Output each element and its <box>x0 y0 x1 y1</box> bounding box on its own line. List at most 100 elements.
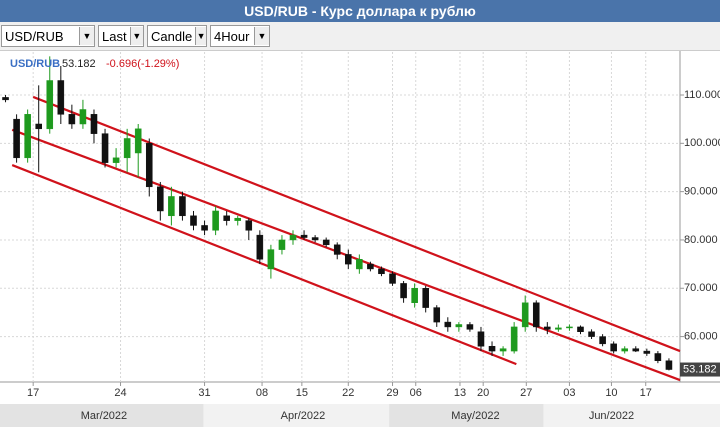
candle-body <box>267 249 275 270</box>
y-tick-label: 60.000 <box>684 330 718 342</box>
candle-body <box>123 138 131 159</box>
candle-body <box>378 268 385 275</box>
candle-body <box>488 345 496 352</box>
x-tick-label: 24 <box>114 387 126 399</box>
title-bar: USD/RUB - Курс доллара к рублю <box>0 0 720 22</box>
candle-body <box>654 353 662 361</box>
x-tick-label: 13 <box>454 387 466 399</box>
toolbar: USD/RUB ▼ Last ▼ Candle ▼ 4Hour ▼ <box>0 22 720 51</box>
candle-body <box>621 348 629 352</box>
title: USD/RUB - Курс доллара к рублю <box>244 3 476 19</box>
candle-body <box>234 217 242 221</box>
dropdown-text: 4Hour <box>214 28 250 44</box>
month-label: Mar/2022 <box>81 410 127 422</box>
x-tick-label: 29 <box>386 387 398 399</box>
y-tick-label: 70.000 <box>684 282 718 294</box>
candle-body <box>532 302 540 328</box>
candle-body <box>422 288 429 308</box>
month-shade <box>543 404 720 427</box>
interval-dropdown[interactable]: 4Hour ▼ <box>210 25 270 47</box>
chart-bg <box>0 51 720 427</box>
x-tick-label: 15 <box>296 387 308 399</box>
candle-body <box>367 263 374 270</box>
candle-body <box>245 220 253 231</box>
candle-body <box>101 133 109 163</box>
candle-body <box>300 234 308 238</box>
candle-body <box>356 259 363 270</box>
candle-body <box>577 326 584 333</box>
x-tick-label: 27 <box>520 387 532 399</box>
candle-body <box>400 283 407 299</box>
month-label: May/2022 <box>451 410 499 422</box>
chart: USD/RUB 53.182 -0.696(-1.29%) 60.000 70.0… <box>0 51 720 427</box>
symbol-dropdown[interactable]: USD/RUB ▼ <box>1 25 95 47</box>
candle-body <box>665 360 673 370</box>
y-tick-label: 100.000 <box>684 137 720 149</box>
candle-body <box>510 326 518 352</box>
candle-body <box>168 196 175 217</box>
x-tick-label: 31 <box>198 387 210 399</box>
candle-body <box>610 343 617 352</box>
candle-body <box>643 350 651 354</box>
price-change: -0.696(-1.29%) <box>106 58 179 70</box>
candle-body <box>455 324 463 328</box>
candle-body <box>322 239 330 246</box>
y-tick-label: 90.000 <box>684 186 718 198</box>
month-label: Apr/2022 <box>281 410 326 422</box>
candle-body <box>521 302 529 328</box>
candle-body <box>256 234 264 260</box>
candle-body <box>599 336 606 345</box>
candle-body <box>311 237 319 241</box>
candle-body <box>46 80 54 130</box>
candle-body <box>566 326 573 329</box>
month-label: Jun/2022 <box>589 410 634 422</box>
candle-body <box>223 215 230 221</box>
candle-body <box>79 109 87 125</box>
candle-body <box>2 97 9 101</box>
candle-body <box>555 327 562 330</box>
last-price-box <box>680 362 720 377</box>
candle-body <box>134 128 142 154</box>
candle-body <box>289 234 297 241</box>
x-tick-label: 03 <box>563 387 575 399</box>
candle-body <box>544 326 551 330</box>
price-dropdown[interactable]: Last ▼ <box>98 25 144 47</box>
dropdown-text: Last <box>102 28 127 44</box>
dropdown-text: Candle <box>151 28 193 44</box>
candle-body <box>444 321 452 328</box>
candle-body <box>68 114 76 125</box>
candle-body <box>499 348 507 352</box>
symbol-label: USD/RUB <box>10 58 60 70</box>
candle-body <box>411 288 418 304</box>
type-dropdown[interactable]: Candle ▼ <box>147 25 207 47</box>
last-price: 53.182 <box>62 58 96 70</box>
channel-line <box>11 164 517 366</box>
x-tick-label: 08 <box>256 387 268 399</box>
candle-body <box>90 114 98 134</box>
candle-body <box>145 143 153 188</box>
dropdown-text: USD/RUB <box>5 28 64 44</box>
last-price-label: 53.182 <box>683 363 717 375</box>
candle-body <box>466 324 474 330</box>
candle-body <box>201 225 208 231</box>
candle-body <box>35 123 42 130</box>
x-tick-label: 06 <box>410 387 422 399</box>
candle-body <box>389 273 396 284</box>
candle-body <box>24 114 31 159</box>
candle-body <box>345 254 352 265</box>
y-tick-label: 80.000 <box>684 234 718 246</box>
month-shade <box>203 404 390 427</box>
candle-body <box>278 239 286 250</box>
candle-body <box>13 118 20 159</box>
x-tick-label: 22 <box>342 387 354 399</box>
candle-body <box>333 244 341 255</box>
x-tick-label: 17 <box>27 387 39 399</box>
x-tick-label: 20 <box>477 387 489 399</box>
candle-body <box>477 331 485 347</box>
candle-body <box>190 215 197 226</box>
y-tick-label: 110.000 <box>684 89 720 101</box>
candle-body <box>433 307 441 323</box>
candle-body <box>179 196 186 217</box>
candle-body <box>212 210 219 231</box>
